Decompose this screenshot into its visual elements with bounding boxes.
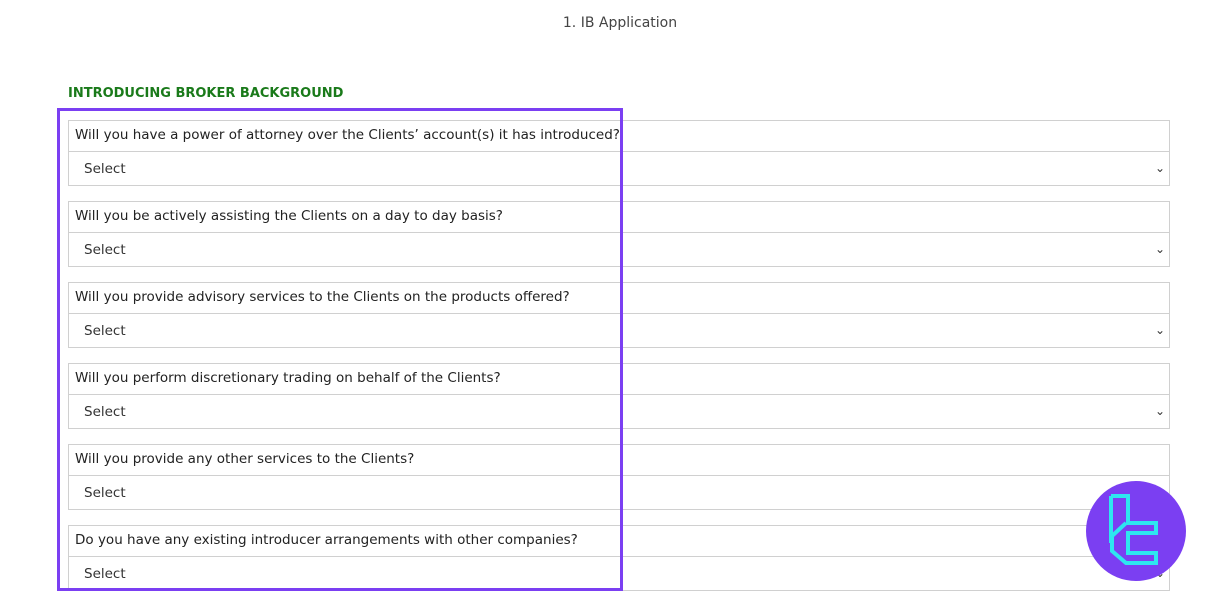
answer-select[interactable]: Select⌄ [68,475,1170,510]
chevron-down-icon: ⌄ [1154,242,1165,256]
question-row: Will you perform discretionary trading o… [68,363,1170,444]
question-row: Will you have a power of attorney over t… [68,120,1170,201]
chevron-down-icon: ⌄ [1154,323,1165,337]
select-value: Select [84,566,126,582]
answer-select[interactable]: Select ⌄ [68,394,1170,429]
question-row: Will you provide any other services to t… [68,444,1170,525]
question-row: Do you have any existing introducer arra… [68,525,1170,606]
select-value: Select [84,242,126,258]
page-title: 1. IB Application [562,15,678,31]
answer-select[interactable]: Select ⌄ [68,151,1170,186]
question-label: Will you perform discretionary trading o… [68,363,1170,394]
answer-select[interactable]: Select⌄ [68,556,1170,591]
chevron-down-icon: ⌄ [1154,161,1165,175]
question-label: Do you have any existing introducer arra… [68,525,1170,556]
select-value: Select [84,323,126,339]
select-value: Select [84,485,126,501]
brand-logo-icon [1086,481,1186,581]
question-label: Will you have a power of attorney over t… [68,120,1170,151]
chevron-down-icon: ⌄ [1154,404,1165,418]
question-row: Will you be actively assisting the Clien… [68,201,1170,282]
section-title: INTRODUCING BROKER BACKGROUND [68,86,344,101]
question-row: Will you provide advisory services to th… [68,282,1170,363]
question-label: Will you provide any other services to t… [68,444,1170,475]
question-label: Will you be actively assisting the Clien… [68,201,1170,232]
question-label: Will you provide advisory services to th… [68,282,1170,313]
select-value: Select [84,404,126,420]
answer-select[interactable]: Select ⌄ [68,232,1170,267]
select-value: Select [84,161,126,177]
question-list: Will you have a power of attorney over t… [68,120,1170,606]
answer-select[interactable]: Select ⌄ [68,313,1170,348]
